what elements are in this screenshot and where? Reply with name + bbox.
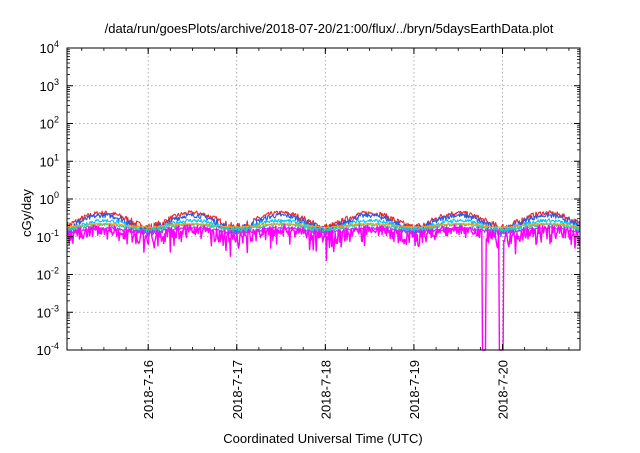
x-axis-label: Coordinated Universal Time (UTC) — [223, 431, 422, 446]
series-line-5 — [66, 226, 581, 235]
x-tick-label: 2018-7-19 — [407, 360, 422, 419]
y-tick-label: 10-1 — [37, 228, 59, 245]
y-tick-label: 100 — [40, 190, 59, 207]
y-tick-label: 10-4 — [37, 341, 59, 358]
y-tick-label: 10-3 — [37, 303, 59, 320]
y-tick-label: 103 — [40, 77, 59, 94]
plot-frame — [66, 47, 581, 351]
chart-title: /data/run/goesPlots/archive/2018-07-20/2… — [105, 21, 554, 36]
series-layer — [66, 210, 581, 351]
x-tick-label: 2018-7-20 — [495, 360, 510, 419]
y-tick-label: 10-2 — [37, 266, 59, 283]
y-tick-label: 104 — [40, 39, 59, 56]
x-tick-label: 2018-7-18 — [318, 360, 333, 419]
y-tick-label: 101 — [40, 152, 59, 169]
y-axis-label: cGy/day — [19, 189, 34, 237]
y-tick-label: 102 — [40, 115, 59, 132]
axes-layer: 10-4 10-3 10-2 10-1 100 101 102 103 104 2018-7-16… — [37, 39, 581, 419]
x-tick-label: 2018-7-17 — [230, 360, 245, 419]
series-line-7 — [66, 224, 581, 351]
series-line-6 — [66, 222, 581, 229]
x-tick-label: 2018-7-16 — [141, 360, 156, 419]
